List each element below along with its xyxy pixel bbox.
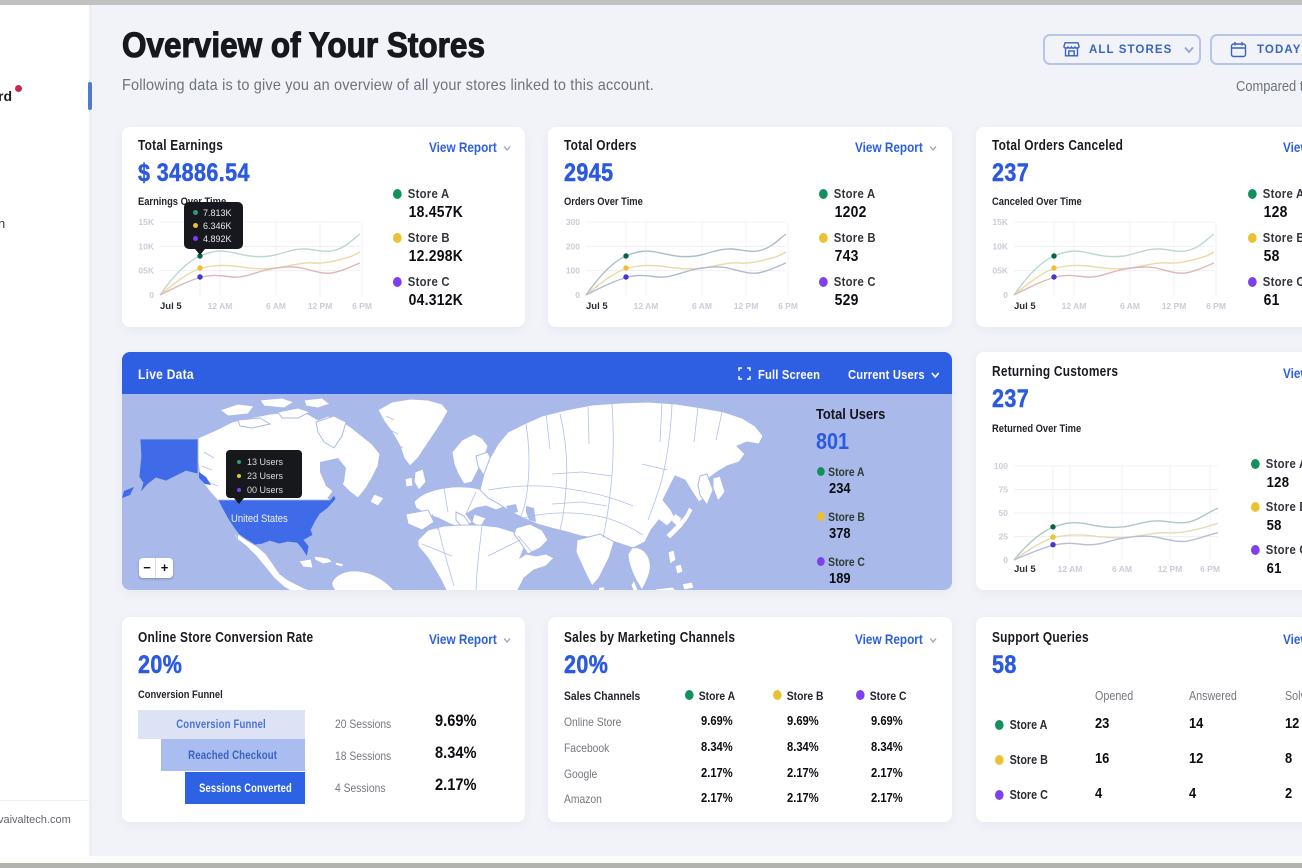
svg-text:12 PM: 12 PM xyxy=(734,301,759,311)
svg-text:0: 0 xyxy=(149,290,154,300)
svg-text:6 AM: 6 AM xyxy=(1112,564,1132,574)
svg-text:12 AM: 12 AM xyxy=(208,301,233,311)
svg-text:100: 100 xyxy=(994,461,1008,471)
svg-text:75: 75 xyxy=(999,485,1009,495)
svg-text:6 AM: 6 AM xyxy=(1120,301,1140,311)
svg-text:6 AM: 6 AM xyxy=(266,301,286,311)
svg-text:Jul 5: Jul 5 xyxy=(1014,301,1036,312)
svg-text:12 PM: 12 PM xyxy=(308,301,333,311)
svg-text:Jul 5: Jul 5 xyxy=(160,301,182,312)
svg-text:6 AM: 6 AM xyxy=(692,301,712,311)
svg-text:12 AM: 12 AM xyxy=(1058,564,1083,574)
svg-text:0: 0 xyxy=(1003,290,1008,300)
svg-text:12 AM: 12 AM xyxy=(634,301,659,311)
svg-text:15K: 15K xyxy=(138,217,154,227)
svg-text:300: 300 xyxy=(566,217,580,227)
svg-text:Jul 5: Jul 5 xyxy=(586,301,608,312)
svg-text:12 PM: 12 PM xyxy=(1158,564,1183,574)
svg-text:100: 100 xyxy=(566,266,580,276)
svg-text:10K: 10K xyxy=(138,241,154,251)
svg-text:15K: 15K xyxy=(992,217,1008,227)
svg-text:6 PM: 6 PM xyxy=(1206,301,1226,311)
svg-text:6 PM: 6 PM xyxy=(778,301,798,311)
svg-text:200: 200 xyxy=(566,241,580,251)
svg-text:6 PM: 6 PM xyxy=(1200,564,1220,574)
svg-text:12 AM: 12 AM xyxy=(1062,301,1087,311)
svg-text:6 PM: 6 PM xyxy=(352,301,372,311)
svg-text:25: 25 xyxy=(999,532,1009,542)
svg-text:05K: 05K xyxy=(138,266,154,276)
svg-text:50: 50 xyxy=(999,508,1009,518)
svg-text:0: 0 xyxy=(575,290,580,300)
svg-text:0: 0 xyxy=(1003,555,1008,565)
svg-text:12 PM: 12 PM xyxy=(1162,301,1187,311)
svg-text:05K: 05K xyxy=(992,266,1008,276)
svg-text:Jul 5: Jul 5 xyxy=(1014,564,1036,575)
svg-text:10K: 10K xyxy=(992,241,1008,251)
